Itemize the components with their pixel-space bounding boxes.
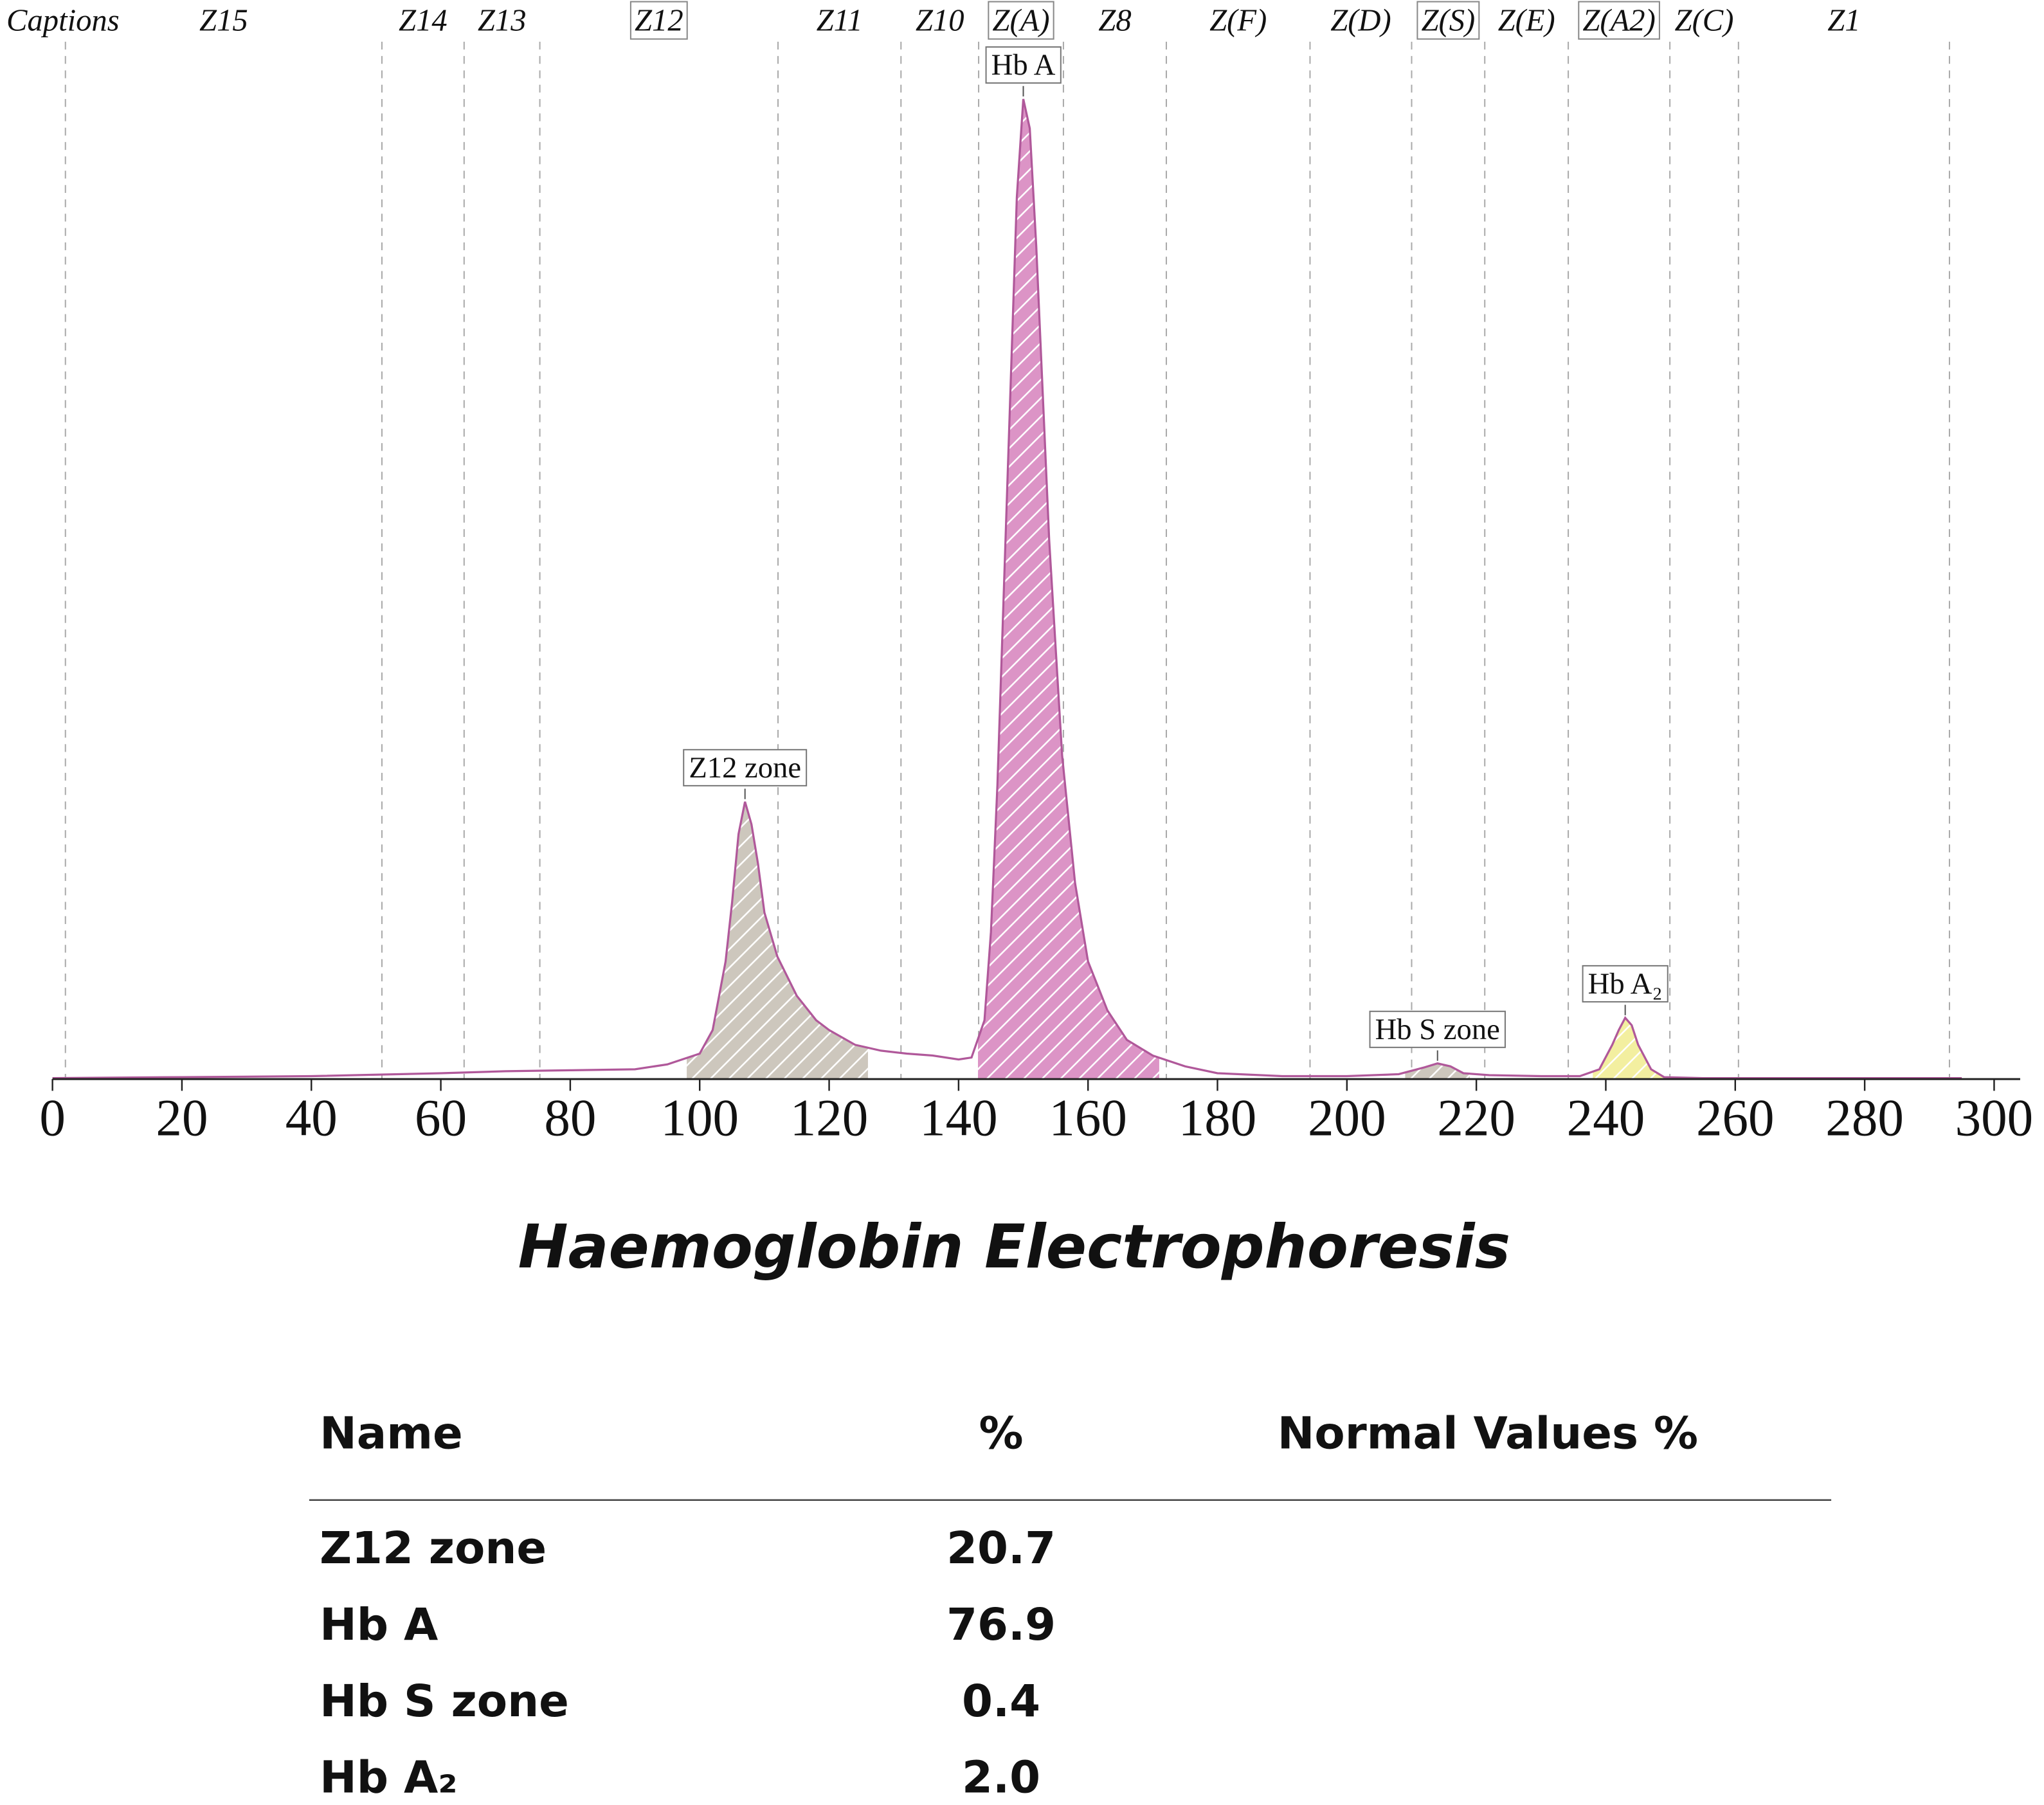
x-tick-label: 240: [1567, 1089, 1645, 1147]
zone-caption: Z(F): [1209, 3, 1267, 38]
table-header: Name: [320, 1408, 463, 1459]
peak-label: Z12 zone: [689, 751, 801, 785]
x-tick-label: 280: [1825, 1089, 1904, 1147]
chart-title: Haemoglobin Electrophoresis: [518, 1211, 1510, 1282]
x-tick-label: 260: [1696, 1089, 1775, 1147]
x-tick-label: 180: [1179, 1089, 1257, 1147]
peak-label: Hb A₂: [1588, 967, 1663, 1001]
x-tick-label: 140: [919, 1089, 998, 1147]
zone-caption: Z14: [399, 3, 448, 38]
peak-area: [1593, 1017, 1665, 1080]
table-cell: 76.9: [946, 1599, 1056, 1651]
x-tick-label: 120: [790, 1089, 869, 1147]
table-header: Normal Values %: [1278, 1408, 1698, 1459]
label-box: [683, 748, 808, 786]
peak-label: Hb S zone: [1375, 1013, 1500, 1046]
x-tick-label: 80: [544, 1089, 596, 1147]
caption-box: [629, 1, 688, 40]
zone-caption: Z(S): [1421, 3, 1475, 38]
x-tick-label: 40: [285, 1089, 338, 1147]
table-cell: 20.7: [946, 1523, 1056, 1574]
table-cell: 2.0: [962, 1752, 1040, 1804]
zone-caption: Z10: [916, 3, 964, 38]
zone-caption: Z11: [817, 3, 863, 38]
peak-area: [1405, 1063, 1470, 1080]
x-tick-label: 0: [39, 1089, 66, 1147]
label-box: [985, 46, 1062, 84]
table-cell: Hb A: [320, 1599, 438, 1651]
table-header: %: [979, 1408, 1024, 1459]
trace: [52, 98, 1962, 1080]
zone-caption: Z(E): [1498, 3, 1555, 38]
x-tick-label: 160: [1049, 1089, 1127, 1147]
peak-area: [687, 801, 868, 1080]
zone-caption: Z13: [478, 3, 527, 38]
label-box: [1369, 1010, 1506, 1048]
peak-label: Hb A: [991, 48, 1056, 82]
table-cell: Z12 zone: [320, 1523, 547, 1574]
x-tick-label: 60: [415, 1089, 467, 1147]
x-tick-label: 100: [660, 1089, 739, 1147]
zone-caption: Z(A): [992, 3, 1049, 38]
x-tick-label: 20: [156, 1089, 208, 1147]
zone-caption: Z8: [1098, 3, 1131, 38]
zone-caption: Z(C): [1675, 3, 1734, 38]
zone-caption: Z15: [199, 3, 248, 38]
zone-caption: Z(A2): [1582, 3, 1655, 38]
zone-caption: Z12: [635, 3, 683, 38]
zone-caption: Z1: [1827, 3, 1860, 38]
table-cell: Hb A₂: [320, 1752, 457, 1804]
zone-caption: Z(D): [1330, 3, 1391, 38]
label-box: [1582, 965, 1669, 1002]
table-cell: 0.4: [962, 1676, 1040, 1727]
table-cell: Hb S zone: [320, 1676, 569, 1727]
x-tick-label: 200: [1308, 1089, 1386, 1147]
caption-box: [1416, 1, 1480, 40]
x-tick-label: 300: [1955, 1089, 2034, 1147]
x-tick-label: 220: [1437, 1089, 1515, 1147]
caption-box: [1578, 1, 1660, 40]
captions-label: Captions: [6, 3, 120, 38]
peak-area: [978, 99, 1159, 1080]
caption-box: [988, 1, 1054, 40]
